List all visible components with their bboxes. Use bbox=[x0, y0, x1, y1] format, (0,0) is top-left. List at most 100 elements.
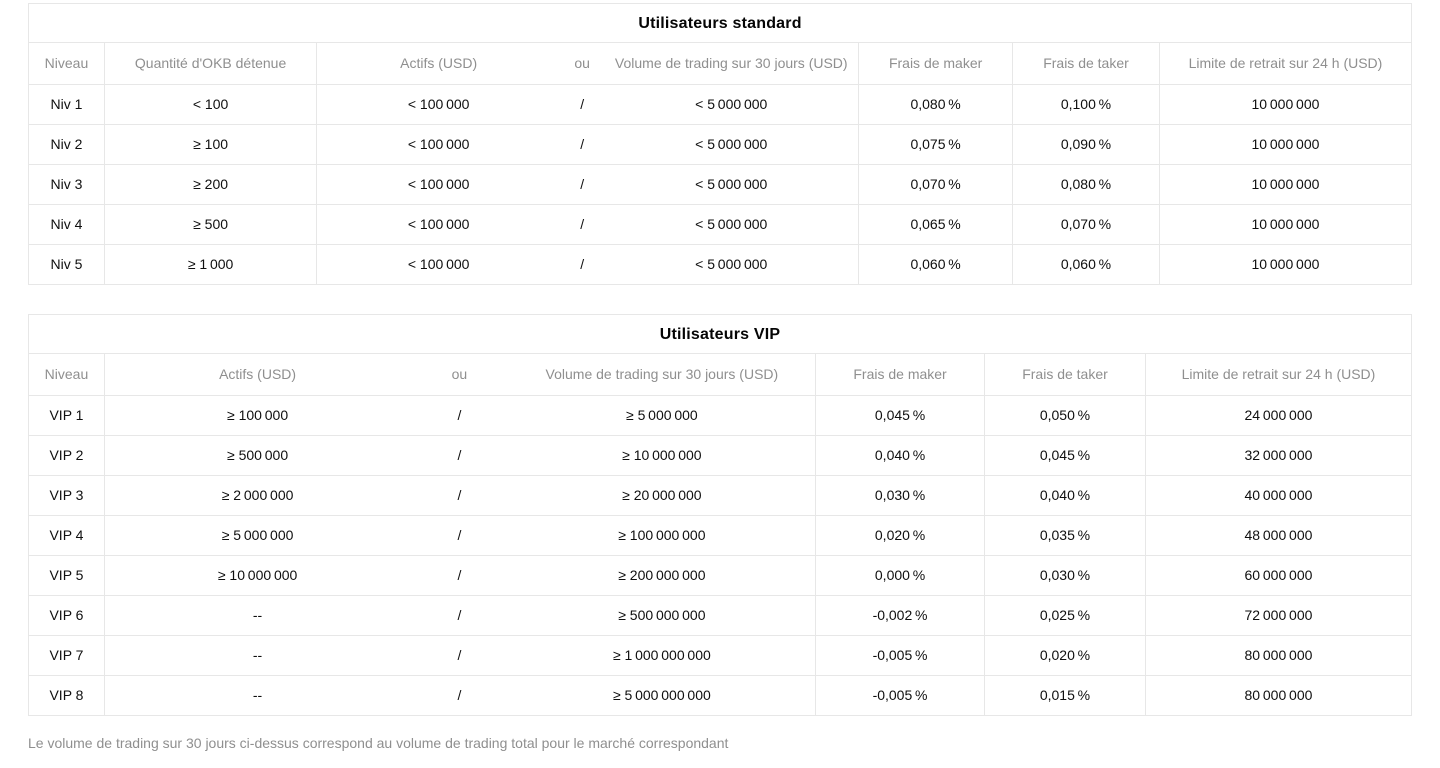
cell-volume: < 5 000 000 bbox=[604, 204, 860, 245]
cell-niveau: VIP 7 bbox=[29, 635, 105, 676]
cell-niveau: VIP 3 bbox=[29, 475, 105, 516]
cell-maker: 0,020 % bbox=[815, 515, 986, 556]
cell-maker: 0,040 % bbox=[815, 435, 986, 476]
table-row: VIP 3 ≥ 2 000 000/≥ 20 000 000 0,030 % 0,04… bbox=[29, 475, 1411, 516]
cell-actifs: ≥ 500 000 bbox=[104, 435, 411, 476]
cell-niveau: VIP 4 bbox=[29, 515, 105, 556]
cell-limite: 32 000 000 bbox=[1145, 435, 1411, 476]
table-row: Niv 3 ≥ 200 < 100 000/< 5 000 000 0,070 % 0,… bbox=[29, 164, 1411, 205]
cell-maker: 0,075 % bbox=[858, 124, 1014, 165]
cell-niveau: Niv 2 bbox=[29, 124, 105, 165]
cell-ou: / bbox=[410, 395, 509, 436]
cell-actifs: < 100 000 bbox=[316, 84, 561, 125]
cell-taker: 0,060 % bbox=[1012, 244, 1160, 284]
cell-ou: / bbox=[560, 124, 605, 165]
cell-actifs: ≥ 100 000 bbox=[104, 395, 411, 436]
cell-actifs: -- bbox=[252, 687, 263, 704]
cell-volume: ≥ 1 000 000 000 bbox=[508, 635, 817, 676]
cell-maker: -0,005 % bbox=[815, 675, 986, 715]
cell-limite: 10 000 000 bbox=[1159, 164, 1411, 205]
standard-users-table-card: Utilisateurs standard Niveau Quantité d'O… bbox=[28, 3, 1412, 285]
cell-okb: ≥ 1 000 bbox=[104, 244, 318, 284]
cell-niveau: VIP 1 bbox=[29, 395, 105, 436]
cell-ou: / bbox=[410, 555, 509, 596]
cell-niveau: Niv 1 bbox=[29, 84, 105, 125]
cell-volume: < 5 000 000 bbox=[604, 84, 860, 125]
column-header-ou: ou bbox=[410, 354, 509, 396]
cell-ou: / bbox=[410, 635, 509, 676]
header-row: Niveau Actifs (USD) ou Volume de trading su… bbox=[29, 354, 1411, 396]
cell-maker: 0,080 % bbox=[858, 84, 1014, 125]
column-header-maker: Frais de maker bbox=[815, 354, 986, 396]
cell-limite: 10 000 000 bbox=[1251, 256, 1320, 273]
table-row: VIP 2 ≥ 500 000/≥ 10 000 000 0,040 % 0,045 … bbox=[29, 435, 1411, 476]
cell-limite: 10 000 000 bbox=[1159, 84, 1411, 125]
cell-limite: 80 000 000 bbox=[1145, 635, 1411, 676]
cell-taker: 0,030 % bbox=[984, 555, 1146, 596]
cell-maker: 0,045 % bbox=[815, 395, 986, 436]
cell-taker: 0,025 % bbox=[984, 595, 1146, 636]
cell-volume: ≥ 500 000 000 bbox=[508, 595, 817, 636]
cell-volume: < 5 000 000 bbox=[604, 164, 860, 205]
cell-actifs: < 100 000 bbox=[316, 164, 561, 205]
column-header-ou: ou bbox=[560, 43, 605, 85]
cell-maker: -0,002 % bbox=[815, 595, 986, 636]
cell-niveau: Niv 5 bbox=[29, 244, 105, 284]
cell-actifs: ≥ 5 000 000 bbox=[104, 515, 411, 556]
cell-ou: / bbox=[410, 515, 509, 556]
cell-okb: < 100 bbox=[104, 84, 318, 125]
cell-okb: ≥ 100 bbox=[104, 124, 318, 165]
cell-limite: 72 000 000 bbox=[1145, 595, 1411, 636]
table-row: Niv 1 < 100 < 100 000/< 5 000 000 0,080 % 0,… bbox=[29, 84, 1411, 125]
cell-taker: 0,090 % bbox=[1012, 124, 1160, 165]
cell-niveau: Niv 3 bbox=[29, 164, 105, 205]
table-row: Niv 4 ≥ 500 < 100 000/< 5 000 000 0,065 % 0,… bbox=[29, 204, 1411, 245]
cell-maker: 0,030 % bbox=[815, 475, 986, 516]
cell-taker: 0,040 % bbox=[984, 475, 1146, 516]
cell-ou: / bbox=[560, 204, 605, 245]
cell-niveau: VIP 8 bbox=[29, 675, 105, 715]
cell-taker: 0,015 % bbox=[984, 675, 1146, 715]
cell-actifs: ≥ 2 000 000 bbox=[104, 475, 411, 516]
cell-volume: < 5 000 000 bbox=[604, 124, 860, 165]
cell-volume: ≥ 5 000 000 000 bbox=[508, 675, 817, 715]
table-row: Niv 5 ≥ 1 000 < 100 000/< 5 000 000 0,060 %… bbox=[29, 244, 1411, 284]
cell-okb: ≥ 500 bbox=[104, 204, 318, 245]
cell-volume: ≥ 10 000 000 bbox=[508, 435, 817, 476]
cell-taker: 0,080 % bbox=[1012, 164, 1160, 205]
cell-taker: 0,020 % bbox=[984, 635, 1146, 676]
table-row: VIP 7 -- / ≥ 1 000 000 000 -0,005 % 0,020 % 80… bbox=[29, 635, 1411, 676]
cell-limite: 48 000 000 bbox=[1145, 515, 1411, 556]
cell-ou: / bbox=[410, 435, 509, 476]
table-row: VIP 1 ≥ 100 000/≥ 5 000 000 0,045 % 0,050 %… bbox=[29, 395, 1411, 436]
cell-ou: / bbox=[410, 475, 509, 516]
table-row: VIP 4 ≥ 5 000 000/≥ 100 000 000 0,020 % 0,0… bbox=[29, 515, 1411, 556]
cell-niveau: VIP 6 bbox=[29, 595, 105, 636]
vip-users-table-title: Utilisateurs VIP bbox=[29, 315, 1411, 354]
header-row: Niveau Quantité d'OKB détenue Actifs (USD)… bbox=[29, 43, 1411, 85]
cell-actifs: ≥ 10 000 000 bbox=[104, 555, 411, 596]
cell-actifs: -- bbox=[104, 635, 411, 676]
table-row: VIP 8 -- / ≥ 5 000 000 000 -0,005 % 0,015 % 80… bbox=[29, 675, 1411, 715]
cell-limite: 10 000 000 bbox=[1159, 124, 1411, 165]
cell-actifs: < 100 000 bbox=[316, 204, 561, 245]
cell-niveau: VIP 2 bbox=[29, 435, 105, 476]
cell-taker: 0,070 % bbox=[1012, 204, 1160, 245]
cell-volume: ≥ 100 000 000 bbox=[508, 515, 817, 556]
cell-taker: 0,035 % bbox=[984, 515, 1146, 556]
table-row: VIP 5 ≥ 10 000 000/≥ 200 000 000 0,000 % 0,… bbox=[29, 555, 1411, 596]
column-header-actifs: Actifs (USD) bbox=[316, 43, 561, 85]
cell-okb: ≥ 200 bbox=[104, 164, 318, 205]
cell-volume: ≥ 20 000 000 bbox=[508, 475, 817, 516]
column-header-limite: Limite de retrait sur 24 h (USD) bbox=[1145, 354, 1411, 396]
cell-maker: 0,065 % bbox=[858, 204, 1014, 245]
standard-users-table: Niveau Quantité d'OKB détenue Actifs (USD)… bbox=[29, 43, 1411, 284]
cell-volume: < 5 000 000 bbox=[604, 244, 860, 284]
cell-maker: -0,005 % bbox=[815, 635, 986, 676]
vip-users-table: Niveau Actifs (USD) ou Volume de trading su… bbox=[29, 354, 1411, 715]
cell-niveau: Niv 4 bbox=[29, 204, 105, 245]
column-header-volume: Volume de trading sur 30 jours (USD) bbox=[604, 43, 860, 85]
column-header-taker: Frais de taker bbox=[1012, 43, 1160, 85]
column-header-niveau: Niveau bbox=[29, 43, 105, 85]
